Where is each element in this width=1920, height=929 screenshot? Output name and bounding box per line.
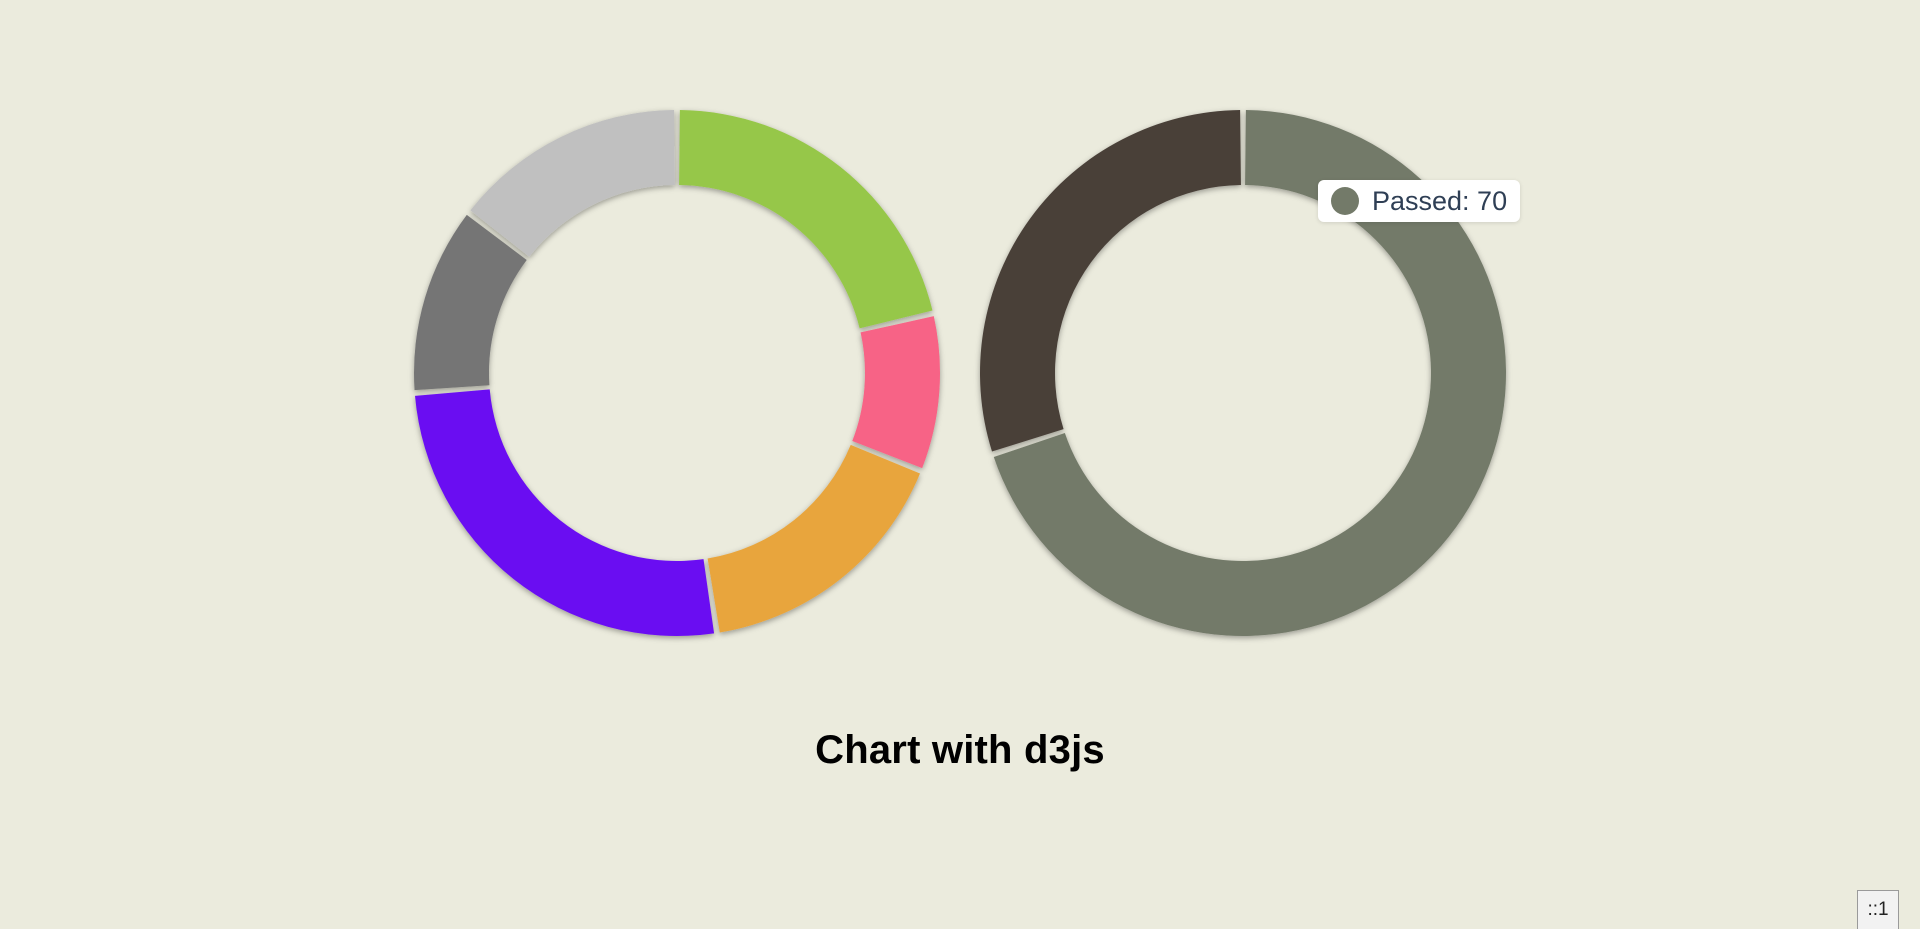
right-donut-slice-2[interactable] xyxy=(980,110,1241,452)
donut-chart-left xyxy=(414,110,940,636)
tooltip-label: Passed: 70 xyxy=(1372,185,1508,216)
left-donut-slice-5[interactable] xyxy=(414,214,527,391)
page-title: Chart with d3js xyxy=(815,728,1105,772)
left-donut-slice-6[interactable] xyxy=(470,110,675,257)
chart-tooltip: Passed: 70 xyxy=(1318,180,1521,222)
donut-chart-right xyxy=(980,110,1506,636)
left-donut-slice-4[interactable] xyxy=(415,389,715,636)
tooltip-color-swatch xyxy=(1331,187,1359,215)
left-donut-slice-2[interactable] xyxy=(852,316,940,469)
host-badge: ::1 xyxy=(1857,890,1899,929)
right-donut-slice-1[interactable] xyxy=(993,110,1506,636)
left-donut-slice-1[interactable] xyxy=(679,110,933,329)
left-donut-slice-3[interactable] xyxy=(707,444,921,633)
